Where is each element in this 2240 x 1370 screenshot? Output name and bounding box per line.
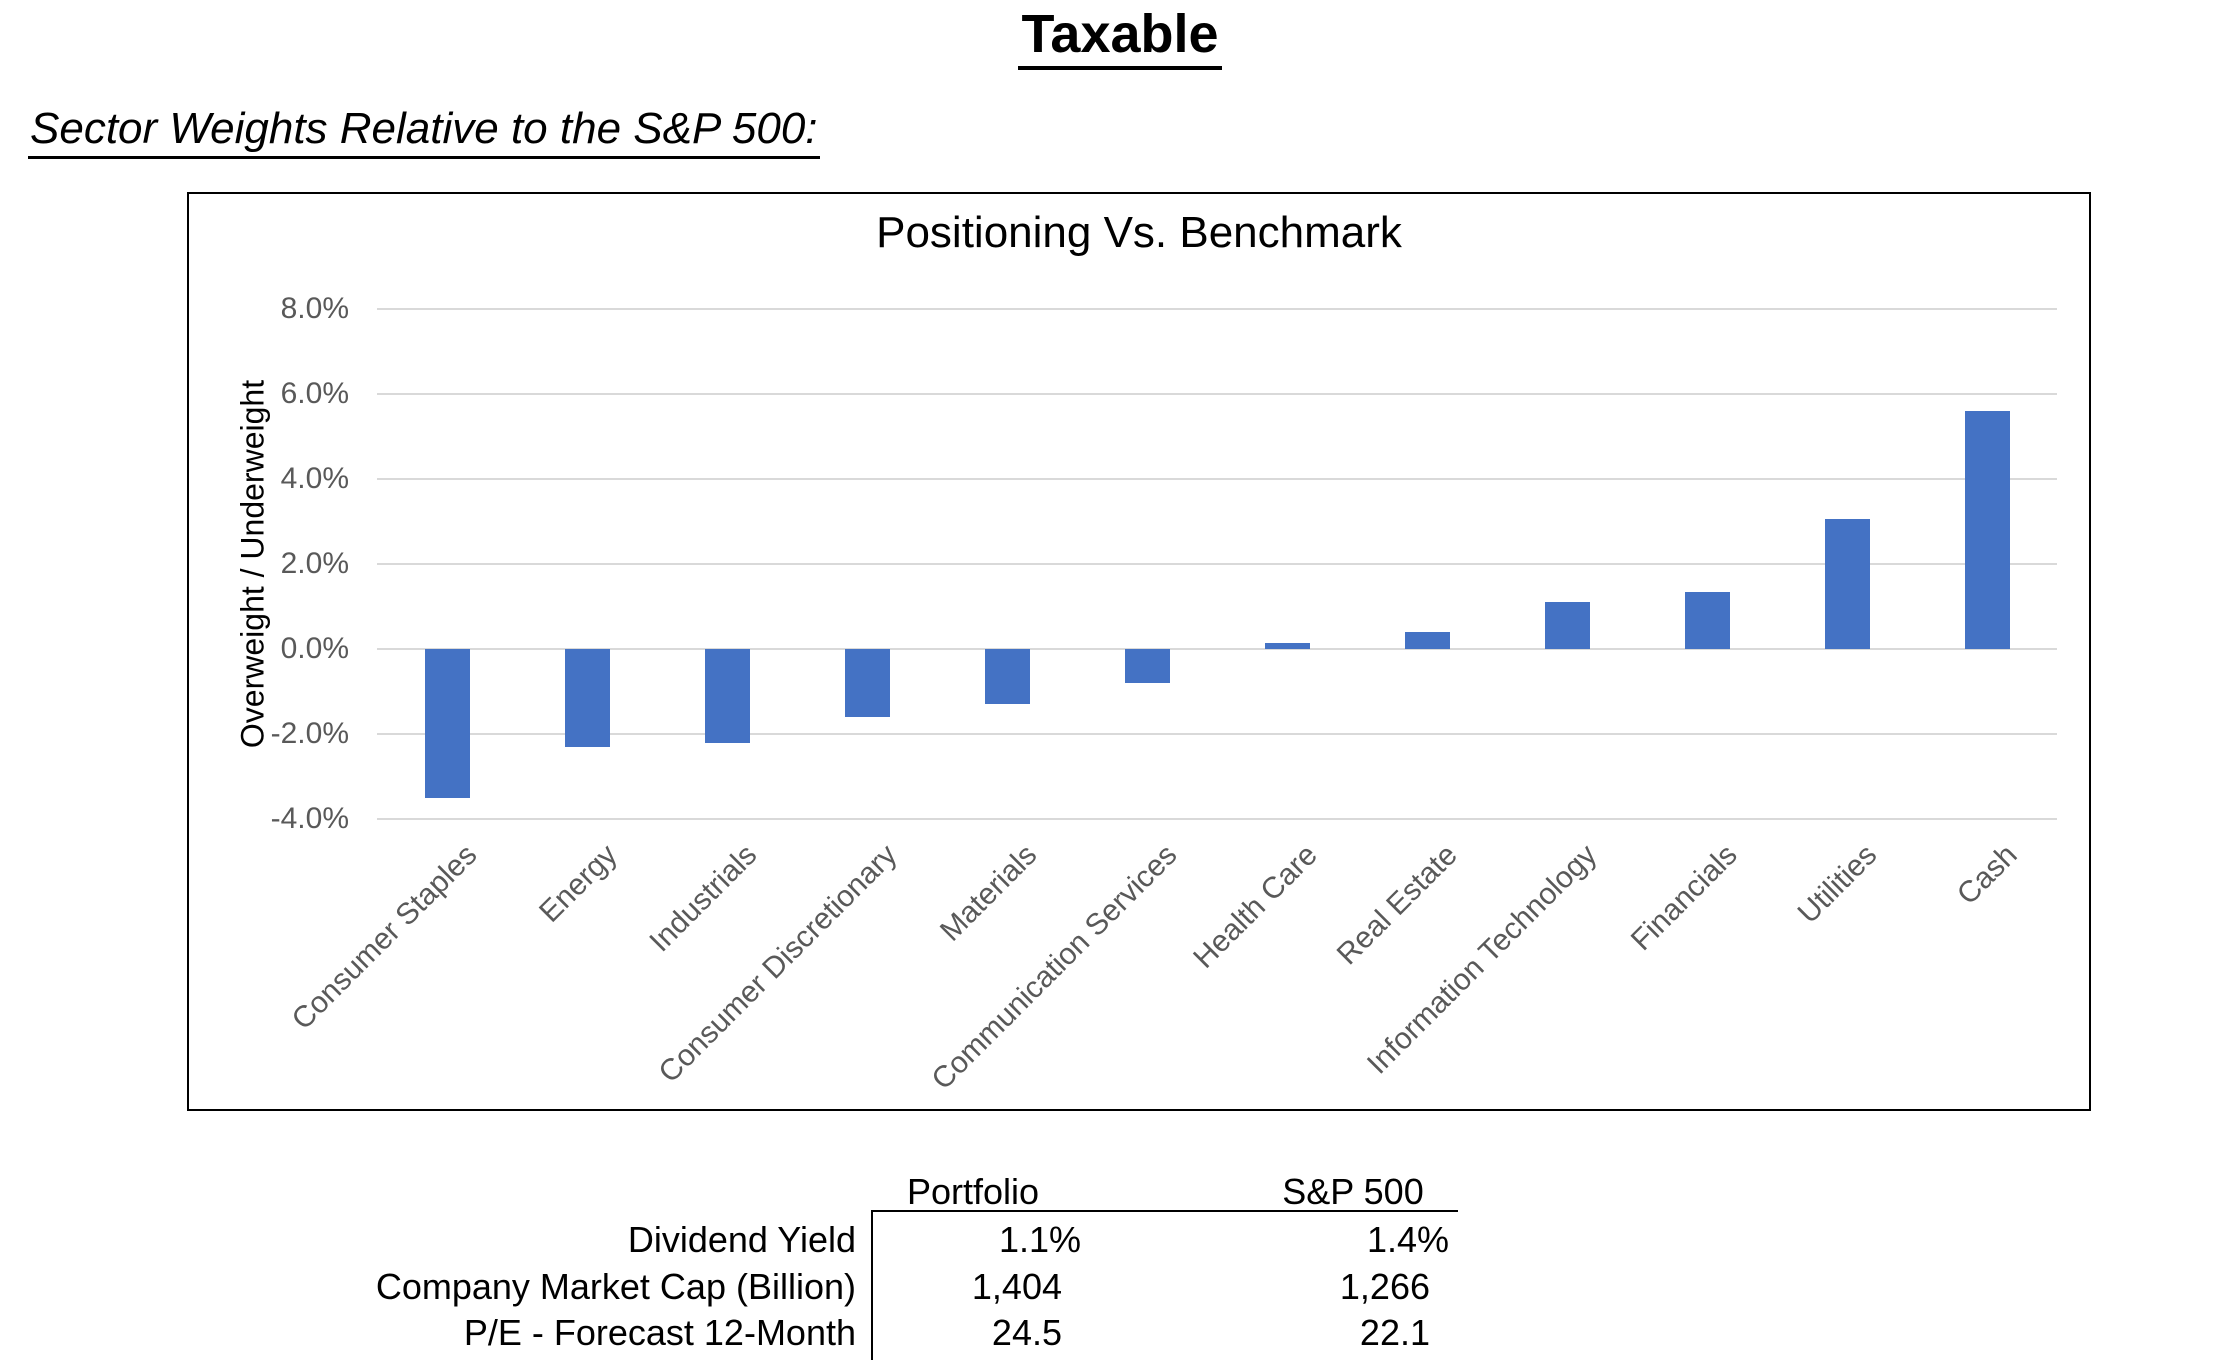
x-category-label-text: Real Estate <box>1330 838 1464 972</box>
chart-title: Positioning Vs. Benchmark <box>876 208 1402 257</box>
x-category-label-text: Materials <box>934 838 1044 948</box>
table-header-rule <box>873 1210 1458 1212</box>
bar <box>1125 649 1170 683</box>
table-cell-value: 1,404 <box>971 1266 1062 1307</box>
bar <box>1545 602 1590 649</box>
table-row-header: Dividend Yield <box>627 1219 856 1260</box>
gridline <box>377 478 2057 480</box>
y-axis-tick-label: 2.0% <box>280 547 349 580</box>
y-axis-tick-label: -4.0% <box>270 802 349 835</box>
section-heading-text: Sector Weights Relative to the S&P 500: <box>28 103 820 159</box>
x-category-label-text: Consumer Discretionary <box>652 838 904 1090</box>
bar <box>705 649 750 743</box>
y-axis-tick-label: 6.0% <box>280 377 349 410</box>
document-title-text: Taxable <box>1018 4 1222 70</box>
x-category-label-text: Consumer Staples <box>285 838 484 1037</box>
bar <box>985 649 1030 705</box>
table-row-header: Company Market Cap (Billion) <box>375 1266 856 1307</box>
bar <box>1405 632 1450 649</box>
x-category-label-text: Information Technology <box>1361 838 1604 1081</box>
gridline <box>377 733 2057 735</box>
x-category-label-text: Industrials <box>643 838 764 959</box>
bar <box>1965 411 2010 649</box>
gridline <box>377 563 2057 565</box>
table-cell-value: 22.1 <box>1359 1312 1430 1353</box>
x-category-label-text: Cash <box>1950 838 2024 912</box>
table-row-header: P/E - Forecast 12-Month <box>463 1312 856 1353</box>
document-title: Taxable <box>0 4 2240 70</box>
y-axis-tick-label: 0.0% <box>280 632 349 665</box>
gridline <box>377 818 2057 820</box>
x-category-label-text: Financials <box>1624 838 1744 958</box>
table-cell-value: 24.5 <box>991 1312 1062 1353</box>
bar <box>845 649 890 717</box>
bar <box>1685 591 1730 649</box>
table-cell-value: 1.1% <box>998 1219 1081 1260</box>
table-column-rule <box>871 1210 873 1360</box>
section-heading: Sector Weights Relative to the S&P 500: <box>28 103 820 159</box>
y-axis-tick-label: 8.0% <box>280 292 349 325</box>
gridline <box>377 393 2057 395</box>
x-category-label-text: Utilities <box>1791 838 1884 930</box>
table-cell-value: 1.4% <box>1366 1219 1449 1260</box>
table-col-header: S&P 500 <box>1282 1171 1424 1212</box>
bar <box>425 649 470 798</box>
y-axis-tick-label: -2.0% <box>270 717 349 750</box>
x-category-label-text: Health Care <box>1187 838 1324 975</box>
table-col-header: Portfolio <box>906 1171 1040 1212</box>
x-category-label-text: Energy <box>533 838 624 929</box>
gridline <box>377 648 2057 650</box>
table-cell-value: 1,266 <box>1339 1266 1430 1307</box>
x-category-label-text: Communication Services <box>925 838 1184 1097</box>
bar-chart: Positioning Vs. Benchmark Overweight / U… <box>187 192 2091 1111</box>
gridline <box>377 308 2057 310</box>
y-axis-tick-label: 4.0% <box>280 462 349 495</box>
bar <box>565 649 610 747</box>
bar <box>1265 642 1310 649</box>
bar <box>1825 519 1870 649</box>
